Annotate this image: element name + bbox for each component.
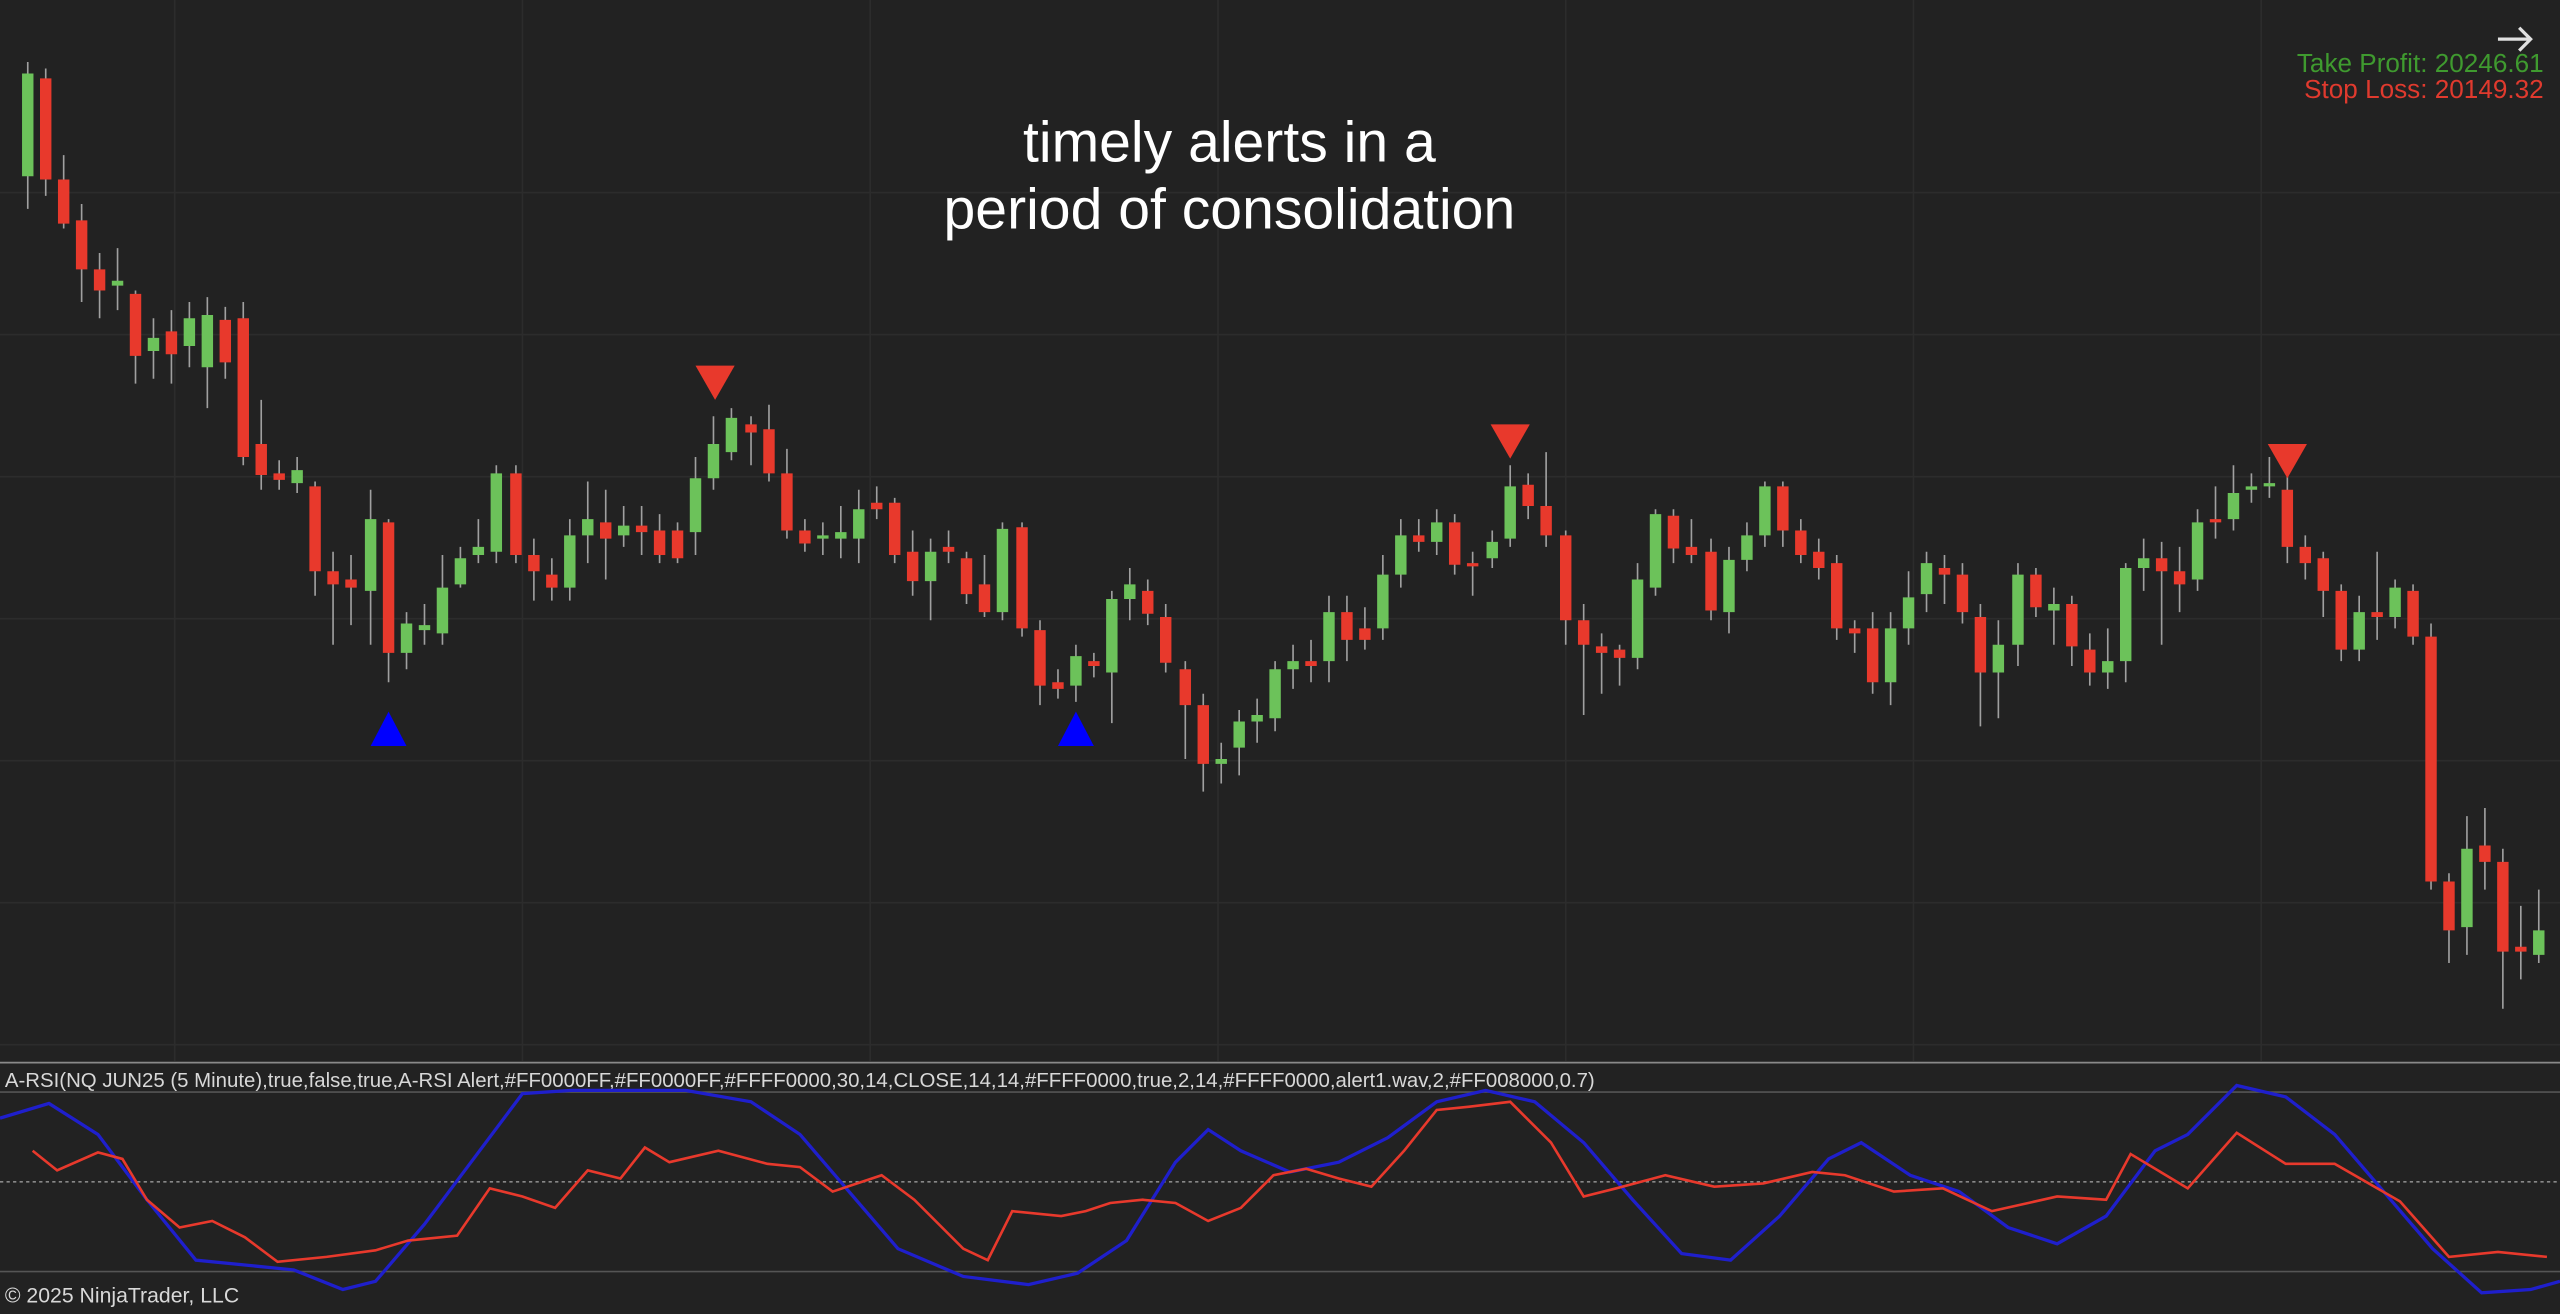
annotation-line: timely alerts in a [1023,111,1436,175]
sell-signal [1490,424,1530,459]
rsi-levels [0,1091,2560,1273]
expand-arrow[interactable] [2497,26,2533,52]
buy-signal [370,711,407,746]
take-profit: Take Profit: 20246.61 [2297,48,2544,78]
grid-lines [0,0,2560,1061]
copyright: © 2025 NinjaTrader, LLC [5,1285,239,1308]
rsi-smoothed-line [0,1083,2560,1295]
buy-signal [1057,711,1094,746]
rsi-line [31,1100,2548,1264]
sell-signal [695,365,735,400]
grid [0,0,2560,1061]
indicator-label: A-RSI(NQ JUN25 (5 Minute),true,false,tru… [5,1070,1595,1092]
stop-loss: Stop Loss: 20149.32 [2304,74,2544,104]
signal-markers [370,365,2307,746]
annotation-line: period of consolidation [944,178,1516,242]
sell-signal [2267,443,2307,479]
